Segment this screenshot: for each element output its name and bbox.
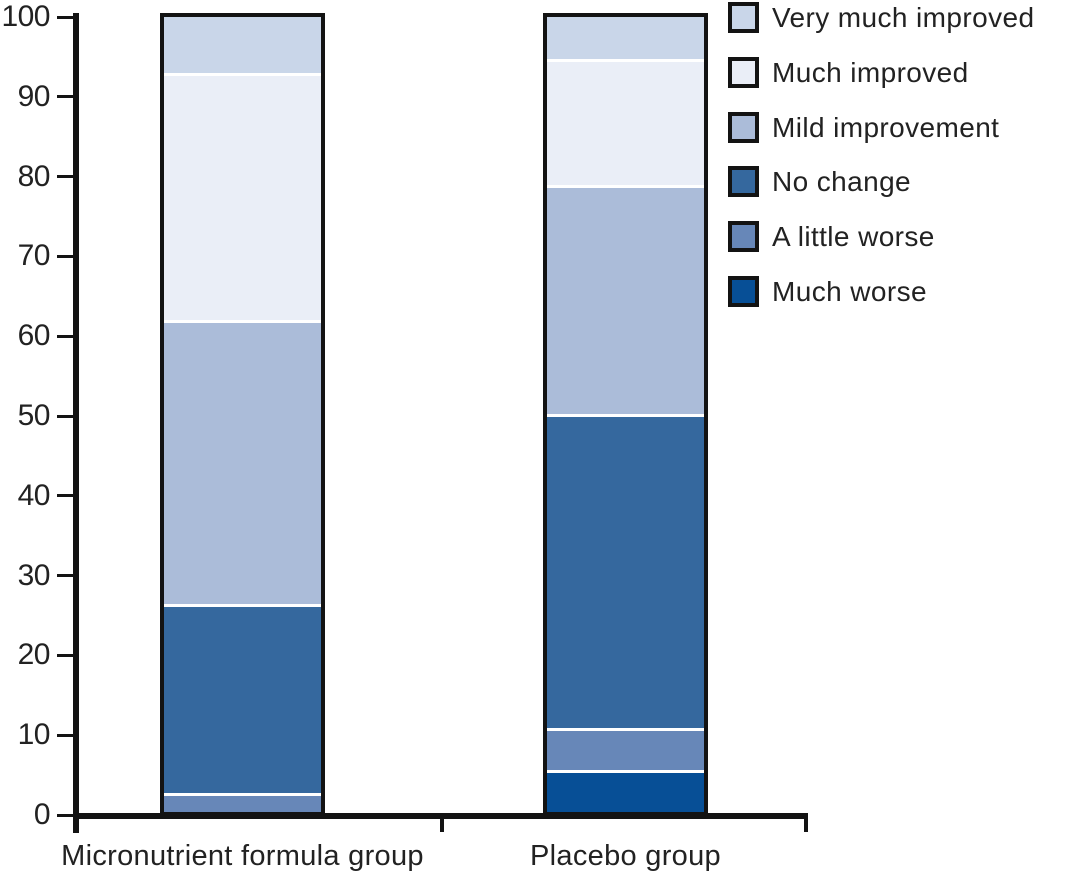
bar-segment: [164, 73, 321, 320]
x-axis-tick: [440, 819, 444, 832]
category-label: Placebo group: [530, 840, 721, 872]
y-axis-line: [73, 13, 79, 833]
y-axis-tick: [57, 733, 73, 737]
bar-segment: [164, 792, 321, 812]
y-axis-tick: [57, 813, 73, 817]
bar-segment: [547, 184, 704, 415]
legend-item: Mild improvement: [728, 112, 999, 143]
bar-segment: [164, 319, 321, 604]
bar-segment: [547, 414, 704, 728]
legend-label: A little worse: [772, 220, 935, 252]
bar-segment: [164, 17, 321, 74]
y-axis-tick: [57, 653, 73, 657]
x-axis-tick: [804, 819, 808, 832]
legend-label: Much improved: [772, 56, 969, 88]
y-axis-tick-label: 90: [17, 79, 51, 113]
legend-label: Very much improved: [772, 1, 1035, 33]
legend-swatch: [728, 221, 759, 252]
legend-item: Much worse: [728, 276, 927, 307]
stacked-bar: [543, 13, 708, 816]
y-axis-tick-label: 60: [17, 319, 51, 353]
bar-segment: [547, 59, 704, 185]
y-axis-tick-label: 40: [17, 478, 51, 512]
legend-item: No change: [728, 166, 911, 197]
y-axis-tick-label: 30: [17, 558, 51, 592]
legend-label: Mild improvement: [772, 111, 1000, 143]
legend-item: Very much improved: [728, 2, 1034, 33]
legend-label: Much worse: [772, 275, 927, 307]
bar-segment: [164, 603, 321, 793]
y-axis-tick: [57, 175, 73, 179]
legend-swatch: [728, 166, 759, 197]
y-axis-tick: [57, 15, 73, 19]
y-axis-tick-label: 70: [17, 239, 51, 273]
y-axis-tick-label: 20: [17, 638, 51, 672]
bar-segment: [547, 769, 704, 812]
category-label: Micronutrient formula group: [61, 840, 424, 872]
y-axis-tick: [57, 254, 73, 258]
y-axis-tick-label: 100: [1, 0, 50, 33]
y-axis-tick-label: 10: [17, 718, 51, 752]
y-axis-tick-label: 0: [33, 798, 51, 831]
legend-label: No change: [772, 165, 912, 197]
legend-swatch: [728, 57, 759, 88]
y-axis-tick-label: 50: [17, 399, 51, 432]
bar-segment: [547, 727, 704, 770]
legend-swatch: [728, 2, 759, 33]
stacked-bar: [160, 13, 325, 816]
legend-swatch: [728, 112, 759, 143]
bar-segment: [547, 17, 704, 60]
legend-item: A little worse: [728, 221, 935, 252]
y-axis-tick: [57, 334, 73, 338]
y-axis-tick: [57, 574, 73, 578]
legend-swatch: [728, 276, 759, 307]
y-axis-tick: [57, 494, 73, 498]
y-axis-tick: [57, 95, 73, 99]
legend-item: Much improved: [728, 57, 969, 88]
y-axis-tick-label: 80: [17, 159, 51, 193]
y-axis-tick: [57, 414, 73, 418]
x-axis-line: [73, 813, 808, 819]
